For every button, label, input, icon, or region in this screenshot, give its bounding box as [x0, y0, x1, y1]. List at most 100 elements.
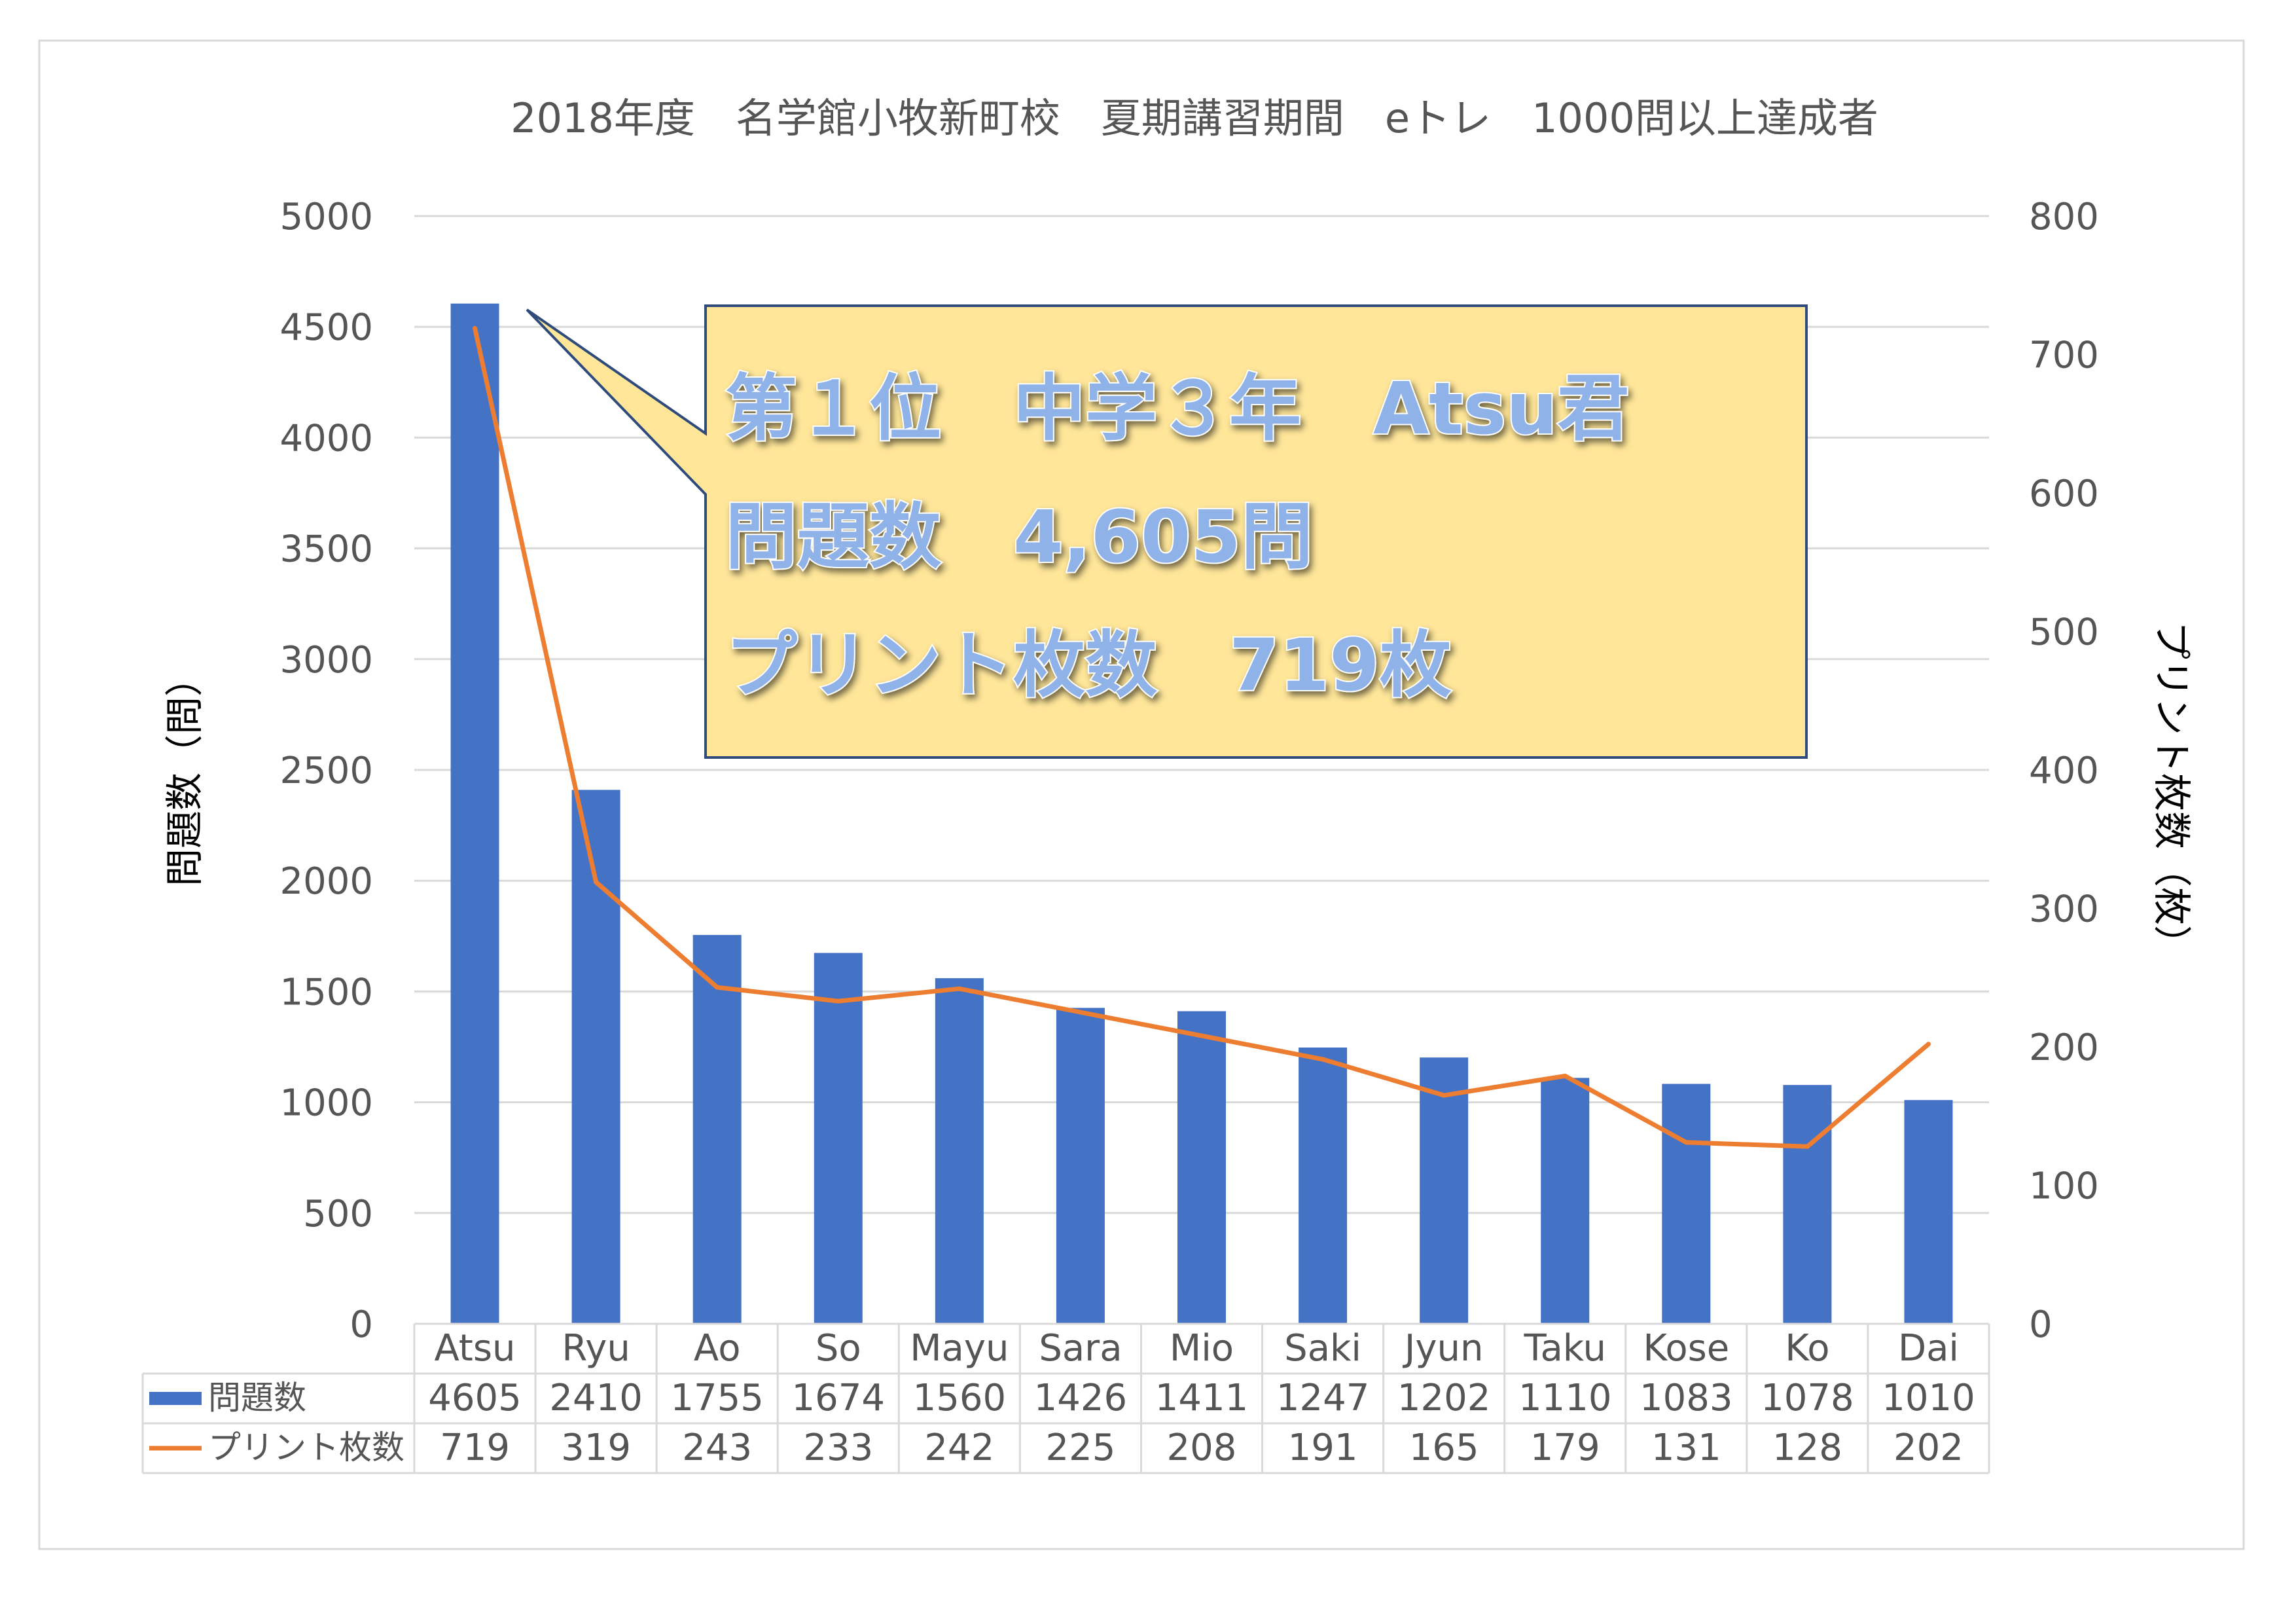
y-tick-label: 3000 [279, 639, 373, 682]
table-cell-line-value: 225 [1045, 1427, 1115, 1469]
callout-shape [526, 304, 1808, 759]
data-table: Atsu 4605 719 Ryu 2410 319 Ao 1755 243 So 1674 233 M… [141, 1322, 1990, 1474]
x-tick-label: Kose [1643, 1327, 1729, 1370]
x-tick-label: Sara [1039, 1327, 1122, 1370]
line-point [1320, 1057, 1325, 1062]
bar [571, 790, 620, 1324]
x-tick-label: Dai [1898, 1327, 1959, 1370]
table-cell-bar-value: 1083 [1640, 1377, 1733, 1419]
table-cell-bar-value: 1411 [1155, 1377, 1249, 1419]
bar [450, 303, 499, 1324]
y-tick-label: 0 [350, 1304, 373, 1346]
y-tick-label: 1500 [279, 971, 373, 1013]
bar [1056, 1008, 1105, 1324]
line-point [1078, 1010, 1083, 1015]
left-axis-ticks: 0 500 1000 1500 2000 2500 3000 3500 4000 4500 5000 [279, 196, 373, 1346]
bar [1662, 1084, 1711, 1324]
x-tick-label: Saki [1284, 1327, 1361, 1370]
y-tick-label: 5000 [279, 196, 373, 238]
y-tick-label: 4000 [279, 417, 373, 460]
bar [1783, 1085, 1832, 1324]
table-cell-line-value: 242 [924, 1427, 994, 1469]
chart-frame [38, 39, 2245, 1550]
table-cell-bar-value: 1110 [1518, 1377, 1612, 1419]
y2-tick-label: 300 [2029, 888, 2099, 931]
table-cell-bar-value: 1202 [1397, 1377, 1491, 1419]
table-cell-bar-value: 1755 [670, 1377, 764, 1419]
x-tick-label: So [816, 1327, 861, 1370]
table-cell-line-value: 243 [682, 1427, 752, 1469]
bar [1420, 1057, 1469, 1324]
table-cell-bar-value: 1426 [1034, 1377, 1128, 1419]
table-cell-bar-value: 1010 [1882, 1377, 1975, 1419]
line-point [594, 879, 599, 884]
right-axis-ticks: 0 100 200 300 400 500 600 700 800 [2029, 196, 2099, 1346]
bar [692, 935, 742, 1324]
line-point [715, 985, 720, 990]
callout-line-2: 問題数 4,605問 [725, 495, 1313, 579]
table-cell-line-value: 191 [1288, 1427, 1358, 1469]
x-tick-label: Taku [1524, 1327, 1606, 1370]
table-cell-bar-value: 2410 [549, 1377, 643, 1419]
y-tick-label: 2000 [279, 860, 373, 903]
line-point [1683, 1140, 1689, 1145]
y2-tick-label: 500 [2029, 611, 2099, 654]
y-tick-label: 3500 [279, 528, 373, 571]
callout-line-3: プリント枚数 719枚 [725, 623, 1452, 707]
y2-tick-label: 200 [2029, 1027, 2099, 1069]
bar [814, 953, 863, 1324]
y2-axis-title: プリント枚数（枚） [2149, 621, 2194, 963]
bar-series [450, 303, 1953, 1324]
table-cell-line-value: 165 [1409, 1427, 1479, 1469]
x-tick-label: Atsu [435, 1327, 516, 1370]
bar [1299, 1048, 1348, 1324]
y2-tick-label: 700 [2029, 335, 2099, 377]
line-series [473, 325, 1931, 1149]
chart-title: 2018年度 名学館小牧新町校 夏期講習期間 eトレ 1000問以上達成者 [511, 94, 1878, 142]
y2-tick-label: 800 [2029, 196, 2099, 238]
table-cell-bar-value: 4605 [428, 1377, 522, 1419]
x-tick-label: Ko [1785, 1327, 1829, 1370]
x-tick-label: Ao [694, 1327, 741, 1370]
table-cell-line-value: 319 [561, 1427, 631, 1469]
line-point [1199, 1033, 1204, 1038]
bar [1904, 1100, 1953, 1324]
line-point [1441, 1093, 1446, 1098]
line-point [1562, 1073, 1568, 1078]
y2-tick-label: 400 [2029, 750, 2099, 792]
line-point [1926, 1042, 1931, 1047]
table-cell-bar-value: 1247 [1276, 1377, 1370, 1419]
y2-tick-label: 600 [2029, 473, 2099, 515]
bar [1541, 1078, 1590, 1324]
callout: 第１位 中学３年 Atsu君 問題数 4,605問 プリント枚数 719枚 [526, 304, 1808, 759]
legend-label-line: プリント枚数 [208, 1429, 404, 1467]
line-point [957, 986, 962, 991]
y2-tick-label: 100 [2029, 1165, 2099, 1208]
y-tick-label: 1000 [279, 1082, 373, 1125]
y-axis-title: 問題数（問） [162, 659, 207, 886]
table-cell-line-value: 233 [803, 1427, 873, 1469]
y-tick-label: 2500 [279, 750, 373, 792]
bar [1177, 1011, 1226, 1324]
x-tick-label: Mio [1170, 1327, 1234, 1370]
table-cell-line-value: 202 [1893, 1427, 1964, 1469]
table-cell-bar-value: 1674 [792, 1377, 886, 1419]
callout-line-1: 第１位 中学３年 Atsu君 [725, 367, 1630, 450]
x-tick-label: Jyun [1403, 1327, 1484, 1370]
bar [935, 978, 984, 1324]
table-cell-line-value: 719 [440, 1427, 510, 1469]
line-point [473, 325, 478, 331]
table-cell-line-value: 128 [1772, 1427, 1842, 1469]
table-cell-bar-value: 1078 [1761, 1377, 1854, 1419]
y-tick-label: 4500 [279, 306, 373, 349]
table-cell-line-value: 179 [1530, 1427, 1600, 1469]
table-cell-line-value: 131 [1651, 1427, 1721, 1469]
line-point [1804, 1144, 1810, 1149]
legend-key-bar [149, 1392, 202, 1405]
y-tick-label: 500 [303, 1193, 373, 1235]
x-tick-label: Ryu [562, 1327, 630, 1370]
x-tick-label: Mayu [910, 1327, 1009, 1370]
line-point [836, 998, 841, 1004]
table-cell-bar-value: 1560 [913, 1377, 1007, 1419]
